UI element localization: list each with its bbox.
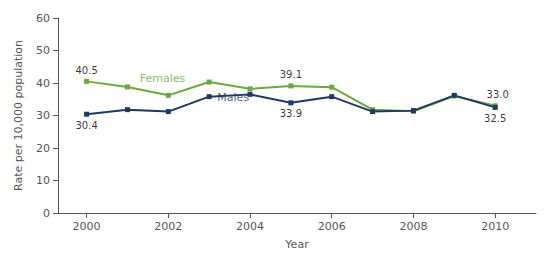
svg-text:30: 30 (36, 109, 50, 122)
svg-text:2010: 2010 (481, 220, 509, 233)
svg-text:20: 20 (36, 142, 50, 155)
svg-text:33.0: 33.0 (482, 89, 509, 100)
svg-text:40: 40 (36, 77, 50, 90)
svg-text:33.9: 33.9 (280, 108, 302, 119)
svg-text:2002: 2002 (154, 220, 182, 233)
svg-text:32.5: 32.5 (484, 113, 506, 124)
svg-text:Year: Year (284, 238, 309, 251)
svg-text:2008: 2008 (399, 220, 427, 233)
svg-text:0: 0 (43, 207, 50, 220)
svg-text:50: 50 (36, 44, 50, 57)
svg-text:Rate per 10,000 population: Rate per 10,000 population (12, 40, 25, 191)
svg-text:2004: 2004 (236, 220, 264, 233)
svg-text:Males: Males (217, 91, 249, 104)
svg-text:40.5: 40.5 (75, 65, 97, 76)
svg-text:30.4: 30.4 (75, 120, 97, 131)
svg-text:2000: 2000 (73, 220, 101, 233)
svg-text:60: 60 (36, 12, 50, 25)
svg-text:2006: 2006 (318, 220, 346, 233)
svg-text:Females: Females (140, 72, 186, 85)
svg-text:10: 10 (36, 174, 50, 187)
svg-text:39.1: 39.1 (280, 69, 302, 80)
